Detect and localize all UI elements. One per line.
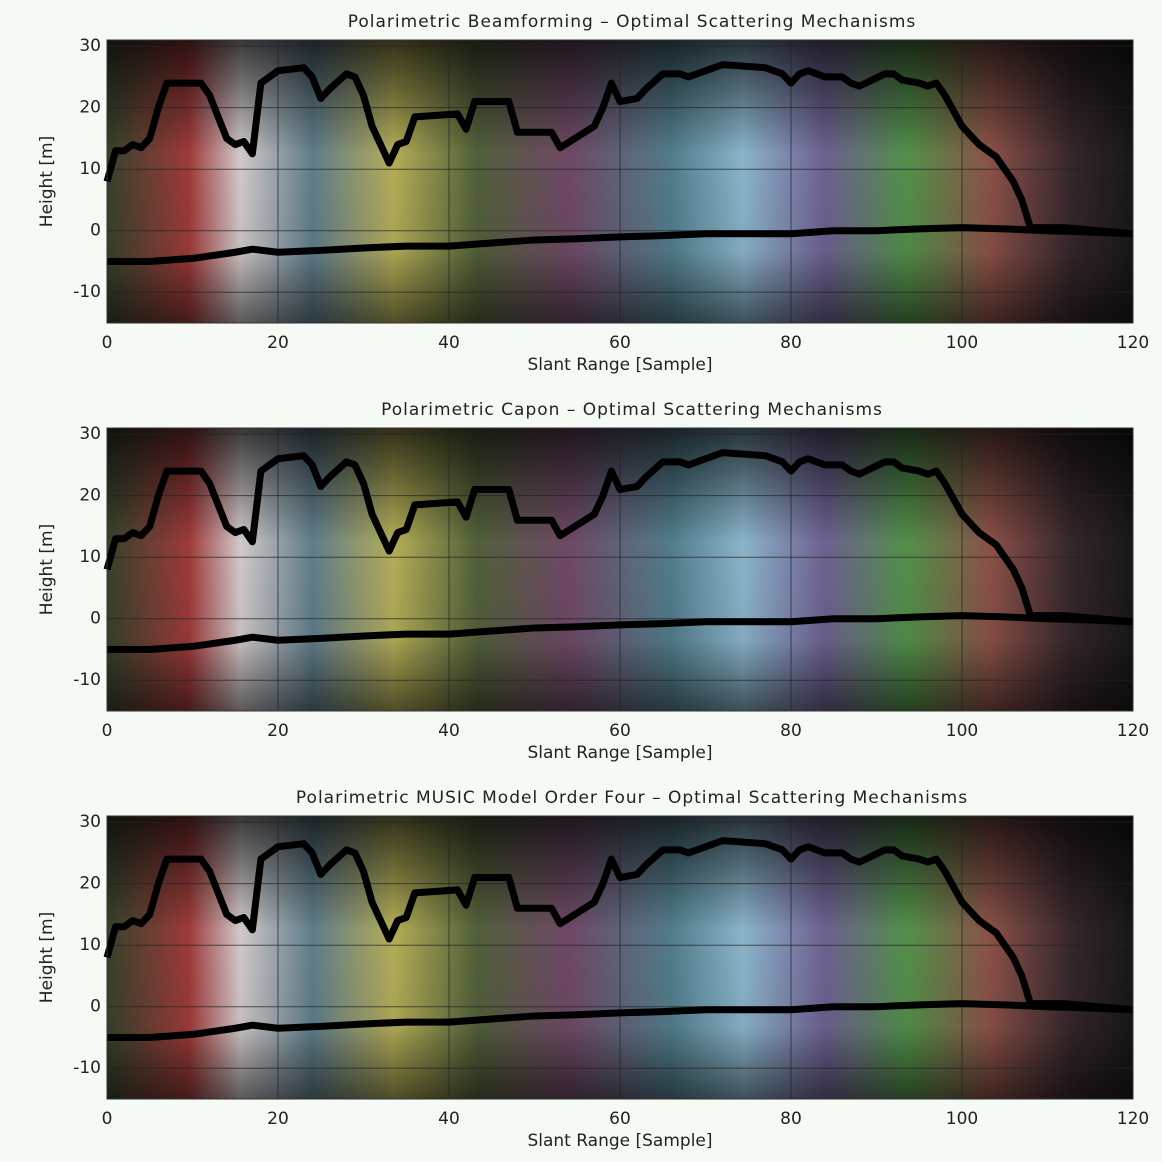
x-tick-label: 20 bbox=[267, 1109, 289, 1129]
y-tick-label: 10 bbox=[79, 935, 101, 955]
x-tick-label: 120 bbox=[1117, 721, 1149, 741]
x-axis-label: Slant Range [Sample] bbox=[527, 743, 712, 763]
plot-frame bbox=[106, 815, 1134, 1100]
x-axis-label: Slant Range [Sample] bbox=[527, 355, 712, 375]
chart-title: Polarimetric Capon – Optimal Scattering … bbox=[381, 400, 883, 420]
x-tick-label: 120 bbox=[1117, 333, 1149, 353]
y-tick-label: 20 bbox=[79, 98, 101, 118]
y-tick-label: -10 bbox=[73, 282, 101, 302]
y-tick-label: 0 bbox=[90, 609, 101, 629]
y-tick-label: -10 bbox=[73, 1058, 101, 1078]
x-tick-label: 80 bbox=[780, 1109, 802, 1129]
x-tick-label: 80 bbox=[780, 721, 802, 741]
line bbox=[107, 1000, 1134, 1041]
y-tick-label: 10 bbox=[79, 547, 101, 567]
y-axis-label: Height [m] bbox=[37, 912, 57, 1003]
x-tick-label: 40 bbox=[438, 333, 460, 353]
x-tick-label: 80 bbox=[780, 333, 802, 353]
x-tick-label: 40 bbox=[438, 1109, 460, 1129]
line bbox=[107, 224, 1134, 265]
y-tick-label: 20 bbox=[79, 874, 101, 894]
y-axis-label: Height [m] bbox=[37, 136, 57, 227]
plot-frame bbox=[106, 427, 1134, 712]
chart-title: Polarimetric MUSIC Model Order Four – Op… bbox=[296, 788, 968, 808]
y-tick-label: 30 bbox=[79, 812, 101, 832]
x-tick-label: 60 bbox=[609, 333, 631, 353]
y-tick-label: -10 bbox=[73, 670, 101, 690]
y-tick-label: 30 bbox=[79, 36, 101, 56]
x-tick-label: 40 bbox=[438, 721, 460, 741]
x-tick-label: 60 bbox=[609, 1109, 631, 1129]
panel: Polarimetric Capon – Optimal Scattering … bbox=[37, 400, 1149, 763]
x-tick-label: 0 bbox=[102, 721, 113, 741]
y-tick-label: 30 bbox=[79, 424, 101, 444]
x-tick-label: 100 bbox=[946, 333, 978, 353]
y-tick-label: 20 bbox=[79, 486, 101, 506]
y-axis-label: Height [m] bbox=[37, 524, 57, 615]
x-tick-label: 100 bbox=[946, 1109, 978, 1129]
chart-title: Polarimetric Beamforming – Optimal Scatt… bbox=[348, 12, 917, 32]
y-tick-label: 0 bbox=[90, 997, 101, 1017]
line bbox=[103, 837, 1134, 1014]
x-tick-label: 120 bbox=[1117, 1109, 1149, 1129]
x-tick-label: 0 bbox=[102, 333, 113, 353]
x-tick-label: 20 bbox=[267, 333, 289, 353]
x-tick-label: 0 bbox=[102, 1109, 113, 1129]
x-tick-label: 60 bbox=[609, 721, 631, 741]
line bbox=[103, 449, 1134, 626]
x-tick-label: 100 bbox=[946, 721, 978, 741]
y-tick-label: 0 bbox=[90, 221, 101, 241]
x-axis-label: Slant Range [Sample] bbox=[527, 1131, 712, 1151]
y-tick-label: 10 bbox=[79, 159, 101, 179]
plot-frame bbox=[106, 39, 1134, 324]
line bbox=[103, 61, 1134, 238]
panel: Polarimetric MUSIC Model Order Four – Op… bbox=[37, 788, 1149, 1151]
panel: Polarimetric Beamforming – Optimal Scatt… bbox=[37, 12, 1149, 375]
x-tick-label: 20 bbox=[267, 721, 289, 741]
line bbox=[107, 612, 1134, 653]
